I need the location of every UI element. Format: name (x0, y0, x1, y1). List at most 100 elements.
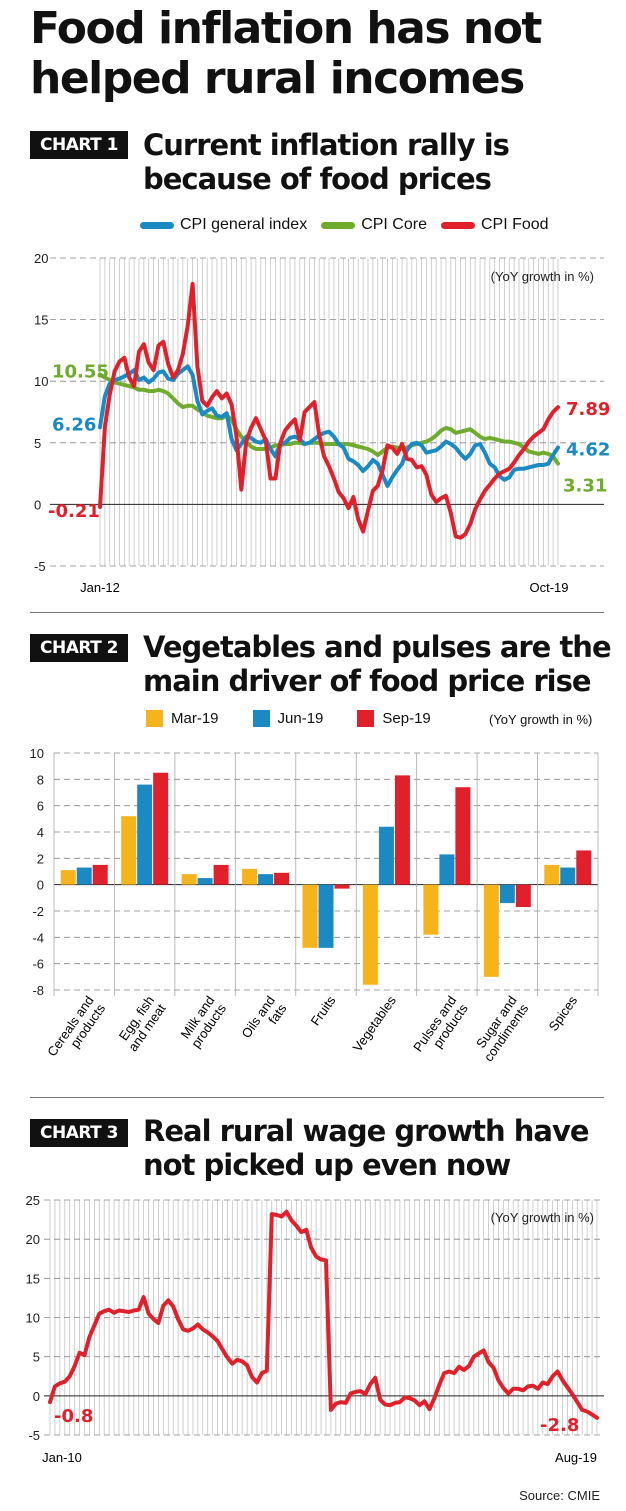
legend-label-cpi-general: CPI general index (180, 216, 308, 233)
chart2-bar (455, 787, 471, 885)
chart2-bar (258, 874, 274, 885)
legend-item-cpi-core: CPI Core (321, 216, 427, 234)
chart2-bar (153, 772, 169, 885)
chart2-bar (181, 874, 197, 885)
chart3-xlabel-end: Aug-19 (555, 1450, 597, 1465)
chart1-series-line (98, 281, 560, 540)
chart2-bar (242, 868, 258, 885)
chart3-title: Real rural wage growth have not picked u… (143, 1114, 590, 1182)
legend-swatch-mar19 (146, 710, 163, 727)
chart2-bar (499, 884, 515, 904)
legend-item-cpi-food: CPI Food (440, 216, 549, 234)
chart2-bar (378, 826, 394, 885)
chart1-tag: CHART 1 (30, 131, 128, 159)
chart2-title: Vegetables and pulses are the main drive… (143, 630, 612, 698)
chart2-bar (560, 867, 576, 885)
chart1-legend: CPI general index CPI Core CPI Food (140, 216, 563, 234)
chart1-title: Current inflation rally is because of fo… (143, 128, 510, 196)
chart2-bar (544, 864, 560, 885)
chart2-bar (439, 854, 455, 885)
chart3-tag: CHART 3 (30, 1119, 128, 1147)
chart2-ytick-label: 6 (37, 799, 44, 814)
chart2-bar (483, 884, 499, 977)
legend-item-jun19: Jun-19 (252, 710, 324, 727)
chart1-ytick-label: 0 (34, 497, 41, 512)
legend-label-jun19: Jun-19 (277, 710, 324, 727)
chart1-ytick-label: 20 (34, 251, 48, 266)
chart1-plot: -5 0 5 10 15 20 (YoY growth in %) Jan-12 Oct-19 1… (34, 251, 610, 595)
legend-swatch-jun19 (252, 710, 270, 727)
divider-2 (30, 1097, 604, 1098)
legend-swatch-sep19 (357, 710, 375, 727)
chart2-bar (121, 816, 137, 885)
chart2-bar (213, 864, 229, 885)
chart2-ytick-label: -4 (32, 930, 44, 945)
chart1-general-start-label: 6.26 (52, 414, 96, 435)
chart1-ytick-label: 10 (34, 374, 48, 389)
chart2-bar (92, 864, 108, 885)
legend-item-mar19: Mar-19 (146, 710, 219, 727)
chart2-bar (362, 884, 378, 985)
chart2-ytick-label: 8 (37, 772, 44, 787)
chart3-series-line (48, 1209, 599, 1420)
chart2-bar (334, 884, 350, 889)
legend-label-sep19: Sep-19 (382, 710, 431, 727)
chart1-food-start-label: -0.21 (48, 501, 100, 522)
source-note: Source: CMIE (519, 1488, 600, 1503)
chart3-ytick-label: 20 (26, 1232, 40, 1247)
chart2-bar (197, 878, 213, 885)
chart1-ytick-label: 5 (34, 436, 41, 451)
chart1-ytick-label: -5 (34, 559, 46, 574)
legend-item-sep19: Sep-19 (357, 710, 431, 727)
chart2-bar (60, 870, 76, 885)
chart2-bar (423, 884, 439, 935)
chart1-general-end-label: 4.62 (566, 439, 610, 460)
chart2-bar (318, 884, 334, 948)
chart2-ytick-label: -8 (32, 983, 44, 998)
chart1-unit-note: (YoY growth in %) (491, 269, 594, 284)
chart3-ytick-label: -5 (28, 1428, 40, 1443)
legend-swatch-cpi-general (140, 221, 174, 229)
legend-label-cpi-core: CPI Core (361, 216, 427, 233)
chart3-ytick-label: 25 (26, 1193, 40, 1208)
chart3-ytick-label: 0 (33, 1389, 40, 1404)
chart2-bar (302, 884, 318, 948)
chart2-unit-note: (YoY growth in %) (489, 712, 593, 727)
chart1-xlabel-end: Oct-19 (529, 580, 568, 595)
chart2-bar (76, 867, 92, 885)
legend-label-mar19: Mar-19 (171, 710, 219, 727)
chart3-ytick-label: 5 (33, 1350, 40, 1365)
chart2-ytick-label: 10 (30, 746, 44, 761)
chart3-ytick-label: 10 (26, 1311, 40, 1326)
legend-label-cpi-food: CPI Food (480, 216, 549, 233)
chart2-ytick-label: -2 (32, 904, 44, 919)
divider-1 (30, 612, 604, 613)
chart1-series-line (98, 372, 560, 466)
chart2-bar (394, 775, 410, 885)
chart2-ytick-label: 0 (37, 878, 44, 893)
chart2-bar (576, 850, 592, 885)
chart2-tag: CHART 2 (30, 634, 128, 662)
chart2-ytick-label: -6 (32, 957, 44, 972)
chart1-core-start-label: 10.55 (52, 361, 109, 382)
chart2-ytick-label: 4 (37, 825, 44, 840)
chart3-ytick-label: 15 (26, 1271, 40, 1286)
legend-swatch-cpi-core (321, 221, 356, 229)
chart2-bar (515, 884, 531, 908)
chart2-legend: Mar-19 Jun-19 Sep-19 (146, 710, 445, 727)
legend-swatch-cpi-food (440, 221, 475, 229)
chart1-core-end-label: 3.31 (563, 476, 607, 497)
chart3-xlabel-start: Jan-10 (42, 1450, 82, 1465)
legend-item-cpi-general: CPI general index (140, 216, 307, 234)
page-title: Food inflation has not helped rural inco… (30, 3, 542, 104)
chart3-unit-note: (YoY growth in %) (491, 1210, 594, 1225)
chart3-start-value-label: -0.8 (54, 1406, 93, 1427)
chart1-ytick-label: 15 (34, 313, 48, 328)
chart2-bar (137, 784, 153, 885)
chart3-end-value-label: -2.8 (540, 1415, 579, 1436)
chart1-xlabel-start: Jan-12 (80, 580, 120, 595)
chart1-food-end-label: 7.89 (566, 399, 610, 420)
chart2-ytick-label: 2 (37, 851, 44, 866)
